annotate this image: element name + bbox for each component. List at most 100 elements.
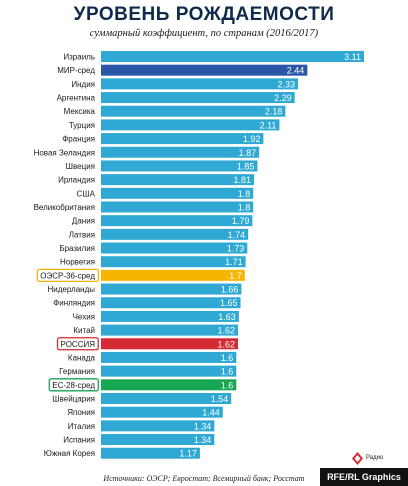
category-label: Финляндия xyxy=(53,299,95,308)
bar-16 xyxy=(101,269,245,281)
value-label: 2.33 xyxy=(278,79,296,89)
chart-subtitle: суммарный коэффициент, по странам (2016/… xyxy=(89,28,319,39)
value-label: 1.6 xyxy=(221,353,234,363)
category-label: Германия xyxy=(59,367,95,376)
radio-logo: Радио xyxy=(352,451,396,469)
value-label: 1.44 xyxy=(202,408,220,418)
bar-1 xyxy=(101,64,308,76)
bar-21 xyxy=(101,338,238,350)
bar-29 xyxy=(101,447,200,459)
value-label: 1.62 xyxy=(217,326,235,336)
bar-27 xyxy=(101,420,215,432)
bar-13 xyxy=(101,228,249,240)
value-label: 1.8 xyxy=(238,202,251,212)
category-label: Великобритания xyxy=(34,203,95,212)
value-label: 1.73 xyxy=(227,244,245,254)
value-label: 2.11 xyxy=(260,120,277,130)
value-label: 1.34 xyxy=(194,435,212,445)
label-highlight-box xyxy=(48,378,99,392)
bar-2 xyxy=(101,78,299,90)
bar-6 xyxy=(101,133,264,145)
category-label: Новая Зеландия xyxy=(34,148,95,157)
value-label: 1.54 xyxy=(211,394,229,404)
value-label: 1.6 xyxy=(221,380,234,390)
bar-25 xyxy=(101,393,232,404)
category-label: США xyxy=(77,189,96,198)
category-label: ОЭСР-36-сред xyxy=(40,271,95,280)
value-label: 1.81 xyxy=(234,175,252,185)
value-label: 2.29 xyxy=(274,93,292,103)
category-label: МИР-сред xyxy=(57,66,95,75)
bar-11 xyxy=(101,201,254,213)
value-label: 1.17 xyxy=(179,449,197,459)
bar-26 xyxy=(101,406,223,418)
bar-22 xyxy=(101,351,237,363)
category-label: Южная Корея xyxy=(44,449,95,458)
category-label: Норвегия xyxy=(60,258,95,267)
value-label: 1.74 xyxy=(228,230,246,240)
bar-5 xyxy=(101,119,280,131)
category-label: Швейцария xyxy=(52,395,95,404)
value-label: 1.65 xyxy=(220,298,238,308)
category-label: Латвия xyxy=(69,230,95,239)
value-label: 1.85 xyxy=(237,161,255,171)
graphics-badge: RFE/RL Graphics xyxy=(320,468,408,486)
category-label: Япония xyxy=(67,408,95,417)
label-highlight-box xyxy=(36,268,99,283)
label-highlight-box xyxy=(56,337,99,351)
bar-14 xyxy=(101,242,248,254)
value-label: 1.87 xyxy=(239,148,257,158)
category-label: Италия xyxy=(68,422,95,431)
value-label: 1.79 xyxy=(232,216,250,226)
category-label: Чехия xyxy=(73,312,95,321)
bar-15 xyxy=(101,256,246,268)
bar-0 xyxy=(101,51,364,62)
radio-logo-text: Радио xyxy=(366,455,384,461)
category-label: Нидерланды xyxy=(48,285,96,294)
value-label: 1.7 xyxy=(229,271,242,281)
bar-9 xyxy=(101,174,255,186)
bar-10 xyxy=(101,187,254,199)
category-label: Мексика xyxy=(64,107,96,116)
bar-20 xyxy=(101,324,238,336)
category-label: Турция xyxy=(69,121,95,130)
value-label: 1.8 xyxy=(238,189,251,199)
value-label: 1.34 xyxy=(194,421,212,431)
bar-24 xyxy=(101,379,237,391)
chart-title: УРОВЕНЬ РОЖДАЕМОСТИ xyxy=(73,4,335,25)
value-label: 3.11 xyxy=(344,52,361,62)
bar-19 xyxy=(101,310,239,322)
value-label: 1.92 xyxy=(243,134,261,144)
category-label: Швеция xyxy=(66,162,95,171)
radio-logo-icon xyxy=(352,452,363,465)
value-label: 2.44 xyxy=(287,66,305,76)
bar-12 xyxy=(101,215,253,227)
category-label: Ирландия xyxy=(58,176,95,185)
category-label: ЕС-28-сред xyxy=(52,381,95,390)
value-label: 1.71 xyxy=(225,257,243,267)
bar-17 xyxy=(101,283,242,295)
bar-18 xyxy=(101,297,241,309)
bar-28 xyxy=(101,434,215,446)
value-label: 2.18 xyxy=(265,107,283,117)
bar-23 xyxy=(101,365,237,377)
value-label: 1.66 xyxy=(221,285,239,295)
category-label: Испания xyxy=(63,436,95,445)
value-label: 1.62 xyxy=(217,339,235,349)
category-label: РОССИЯ xyxy=(61,340,96,349)
source-note: Источники: ОЭСР; Евростат; Всемирный бан… xyxy=(103,474,305,483)
category-label: Индия xyxy=(71,80,95,89)
bar-8 xyxy=(101,160,258,172)
value-label: 1.6 xyxy=(221,367,234,377)
bar-7 xyxy=(101,146,260,158)
category-label: Канада xyxy=(68,353,96,362)
category-label: Бразилия xyxy=(59,244,95,253)
category-label: Израиль xyxy=(63,53,95,62)
category-label: Аргентина xyxy=(57,94,96,103)
bar-3 xyxy=(101,92,295,104)
value-label: 1.63 xyxy=(218,312,236,322)
bar-4 xyxy=(101,105,286,117)
category-label: Франция xyxy=(62,135,95,144)
category-label: Дания xyxy=(72,217,95,226)
